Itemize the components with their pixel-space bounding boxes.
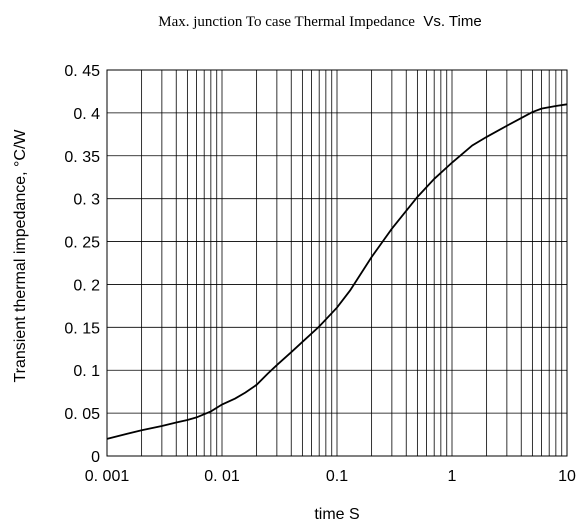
y-tick-label: 0. 45: [64, 63, 100, 80]
y-tick-label: 0: [91, 449, 100, 466]
plot-frame: [106, 69, 568, 457]
y-tick-label: 0. 2: [73, 277, 100, 294]
series-line: [106, 103, 568, 440]
y-tick-label: 0. 3: [73, 192, 100, 209]
y-tick-label: 0. 1: [73, 363, 100, 380]
x-tick-label: 0.1: [326, 468, 348, 485]
x-axis-label: time S: [314, 506, 359, 523]
chart-title-part1: Max. junction To case Thermal Impedance: [158, 14, 415, 30]
x-tick-label: 1: [448, 468, 457, 485]
x-tick-label: 10: [558, 468, 576, 485]
x-tick-label: 0. 01: [204, 468, 240, 485]
chart-title: Max. junction To case Thermal Impedance …: [158, 13, 481, 30]
y-tick-labels: 0 0. 05 0. 1 0. 15 0. 2 0. 25 0. 3 0. 35 0. 4 0. …: [64, 63, 100, 466]
y-tick-label: 0. 4: [73, 106, 100, 123]
x-tick-labels: 0. 001 0. 01 0.1 1 10: [85, 468, 576, 485]
y-tick-label: 0. 15: [64, 320, 100, 337]
chart-title-part2: Vs. Time: [423, 13, 481, 30]
y-tick-label: 0. 05: [64, 406, 100, 423]
y-tick-label: 0. 35: [64, 149, 100, 166]
x-tick-label: 0. 001: [85, 468, 130, 485]
y-tick-label: 0. 25: [64, 235, 100, 252]
grid: [107, 70, 567, 456]
y-axis-label: Transient thermal impedance, °C/W: [12, 129, 29, 383]
